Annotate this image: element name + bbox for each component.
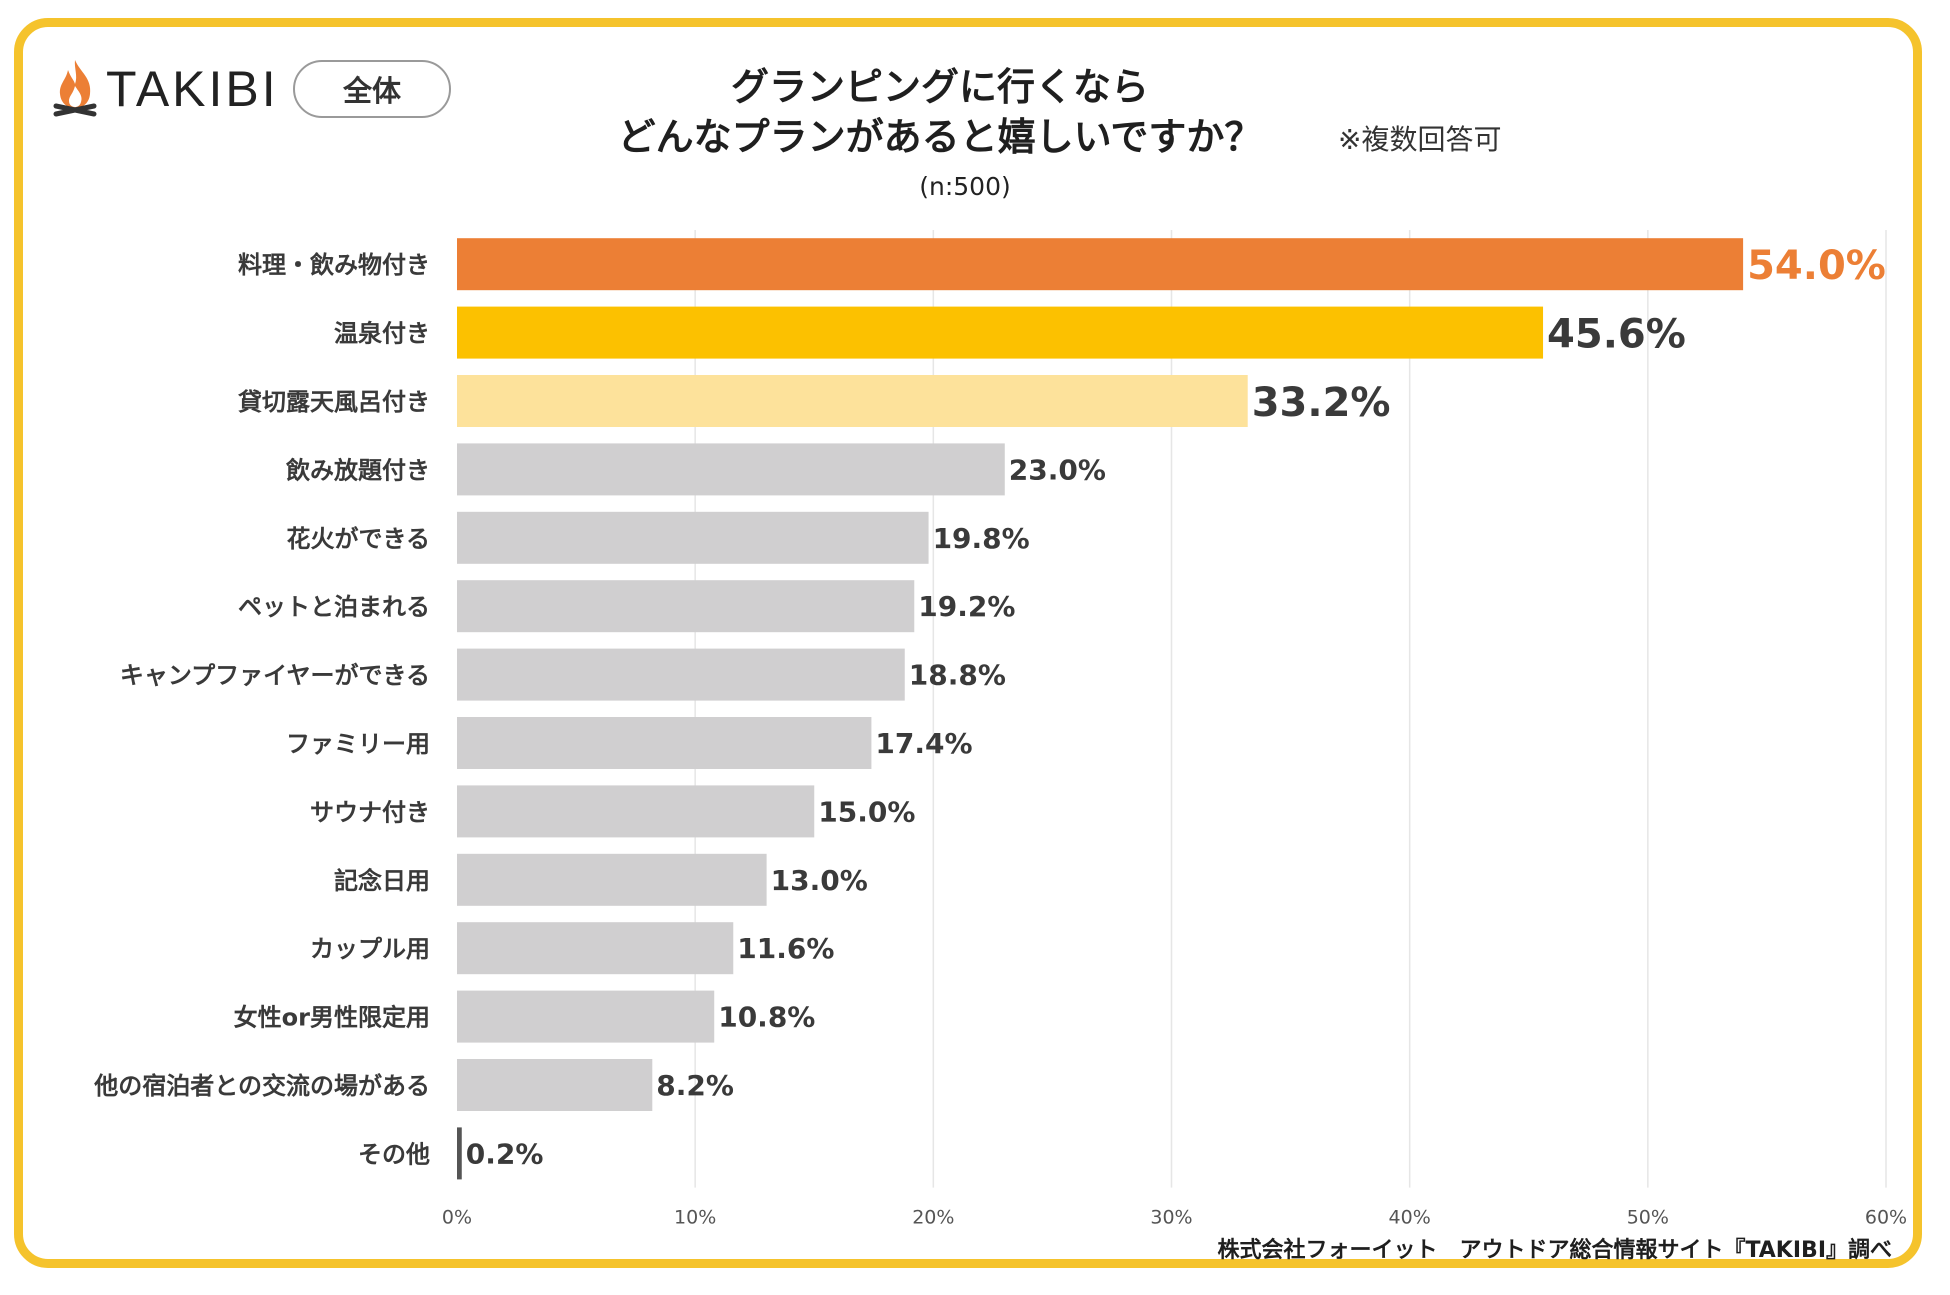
x-tick-label: 30% <box>1150 1207 1192 1229</box>
title-line-1: グランピングに行くなら <box>730 65 1149 109</box>
category-label: 温泉付き <box>334 320 430 348</box>
title-line-2: どんなプランがあると嬉しいですか？ <box>617 115 1263 159</box>
category-label: カップル用 <box>310 935 430 963</box>
bar <box>457 306 1544 359</box>
chart-title: グランピングに行くなら どんなプランがあると嬉しいですか？ <box>560 62 1320 162</box>
bar <box>457 785 815 838</box>
category-label: その他 <box>358 1140 430 1168</box>
value-label: 13.0% <box>771 864 868 897</box>
value-label: 17.4% <box>875 727 972 760</box>
card-frame <box>14 18 1922 1268</box>
sample-size: (n:500) <box>919 172 1011 201</box>
value-label: 18.8% <box>909 659 1006 692</box>
value-label: 45.6% <box>1547 312 1686 358</box>
bar <box>457 511 929 564</box>
bar <box>457 922 734 975</box>
value-label: 11.6% <box>737 932 834 965</box>
source-credit: 株式会社フォーイット アウトドア総合情報サイト『TAKIBI』調べ <box>1217 1238 1892 1263</box>
bar <box>457 375 1248 427</box>
value-label: 23.0% <box>1009 453 1106 486</box>
bar <box>457 238 1744 291</box>
title-note: ※複数回答可 <box>1338 123 1502 156</box>
category-label: 飲み放題付き <box>285 456 430 484</box>
x-tick-label: 20% <box>912 1207 954 1229</box>
category-label: 記念日用 <box>334 867 430 895</box>
x-tick-label: 0% <box>442 1207 472 1229</box>
bar <box>457 1127 462 1180</box>
value-label: 19.2% <box>918 590 1015 623</box>
bar <box>457 853 767 906</box>
bar <box>457 580 915 633</box>
x-tick-label: 40% <box>1389 1207 1431 1229</box>
x-tick-label: 60% <box>1865 1207 1907 1229</box>
value-label: 0.2% <box>466 1137 544 1170</box>
x-tick-label: 10% <box>674 1207 716 1229</box>
category-label: 貸切露天風呂付き <box>238 388 430 416</box>
campfire-icon <box>53 60 97 117</box>
category-label: 花火ができる <box>286 525 430 553</box>
category-label: キャンプファイヤーができる <box>120 662 430 690</box>
value-label: 33.2% <box>1252 380 1391 426</box>
takibi-logo: TAKIBI <box>52 56 279 122</box>
bar <box>457 1059 653 1111</box>
bar <box>457 443 1005 496</box>
x-tick-label: 50% <box>1627 1207 1669 1229</box>
scope-badge: 全体 <box>293 60 451 118</box>
bar <box>457 648 905 701</box>
value-label: 8.2% <box>656 1069 734 1102</box>
category-label: サウナ付き <box>310 798 430 826</box>
value-label: 15.0% <box>818 795 915 828</box>
bar <box>457 717 872 769</box>
value-label: 54.0% <box>1747 243 1886 289</box>
value-label: 19.8% <box>933 522 1030 555</box>
category-label: 女性or男性限定用 <box>234 1004 430 1032</box>
value-label: 10.8% <box>718 1001 815 1034</box>
category-label: ファミリー用 <box>286 730 430 758</box>
logo-wordmark: TAKIBI <box>106 61 279 117</box>
category-label: ペットと泊まれる <box>238 593 430 621</box>
category-label: 他の宿泊者との交流の場がある <box>93 1072 430 1100</box>
category-label: 料理・飲み物付き <box>238 251 430 279</box>
bar <box>457 990 715 1043</box>
